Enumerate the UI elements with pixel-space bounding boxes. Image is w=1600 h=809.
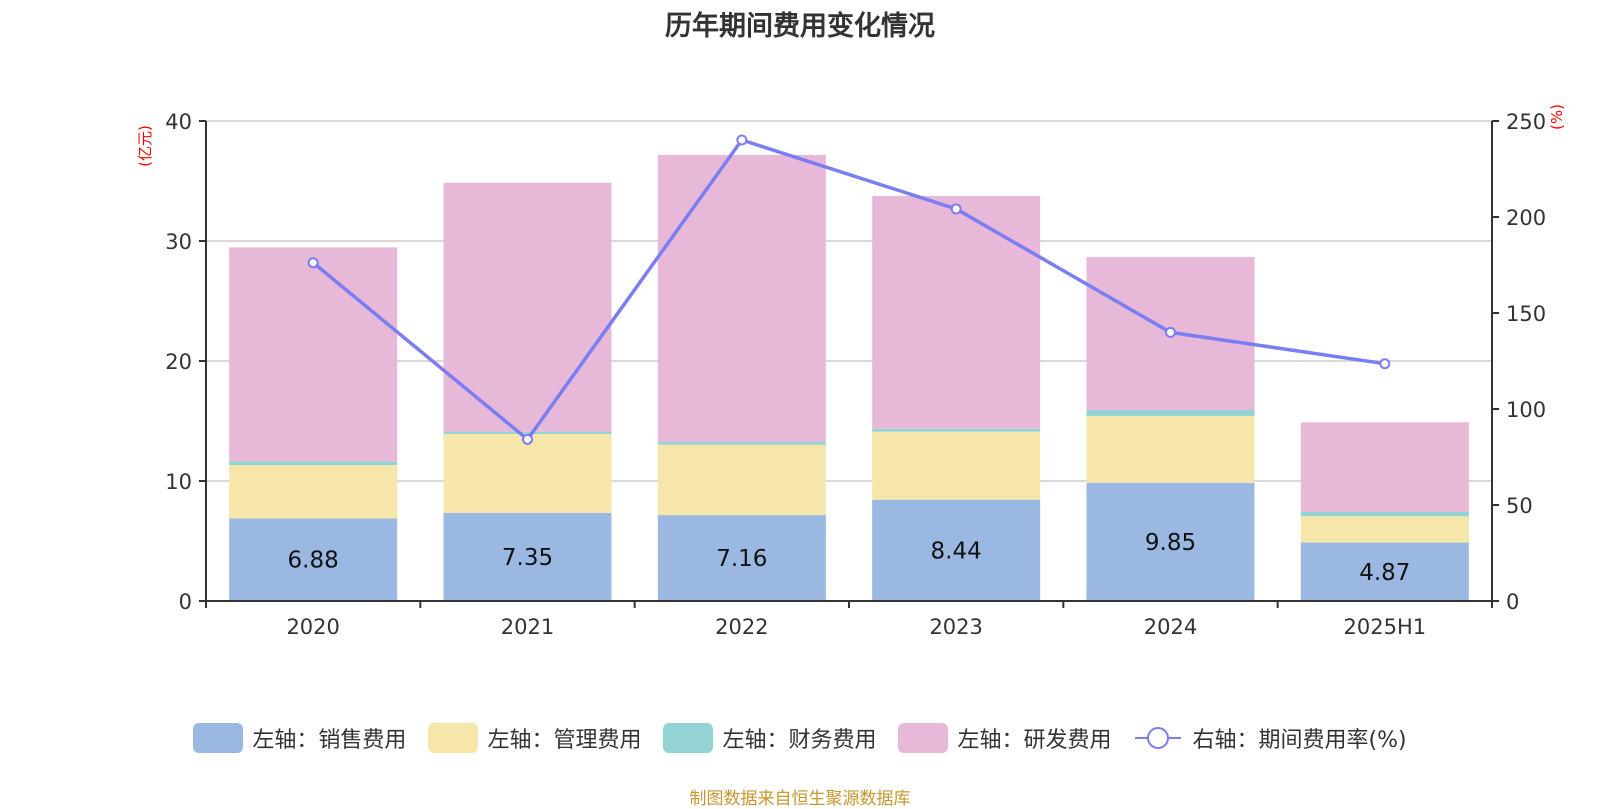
legend-swatch: [898, 723, 949, 753]
right-axis-tick-label: 200: [1506, 206, 1546, 230]
line-series: [307, 134, 1391, 445]
legend-label: 左轴：研发费用: [957, 728, 1112, 753]
left-axis-tick-label: 30: [165, 230, 192, 254]
bar-segment: [229, 465, 398, 519]
x-axis-tick-label: 2024: [1144, 615, 1197, 639]
bar-segment: [1300, 516, 1469, 543]
legend-item[interactable]: 左轴：销售费用: [193, 722, 406, 754]
bar-value-label: 9.85: [1145, 530, 1196, 556]
bar-segment: [1300, 542, 1469, 601]
bar-value-label: 6.88: [288, 548, 339, 574]
rate-line: [312, 138, 1386, 442]
legend-item[interactable]: 左轴：财务费用: [663, 722, 876, 754]
rate-point: [736, 134, 748, 146]
bar-segment: [872, 196, 1041, 429]
bar-segment: [872, 431, 1041, 500]
grid-lines: [206, 120, 1492, 482]
rate-point: [1165, 326, 1176, 338]
bar-value-label: 4.87: [1359, 560, 1410, 586]
legend-label: 左轴：管理费用: [487, 728, 642, 753]
chart-title: 历年期间费用变化情况: [665, 11, 935, 42]
bar-segment: [657, 515, 826, 601]
bar-value-label: 7.16: [716, 546, 767, 572]
legend-swatch: [663, 723, 714, 753]
data-labels: 6.88 7.35 7.16 8.44 9.85 4.87: [288, 530, 1411, 586]
bar-segment: [1086, 482, 1255, 601]
x-axis-tick-label: 2025H1: [1344, 615, 1427, 639]
left-axis-tick-label: 0: [179, 590, 192, 614]
legend-swatch: [428, 723, 479, 753]
bar-segment: [443, 431, 612, 434]
right-axis-tick-label: 100: [1506, 398, 1546, 422]
legend-label: 左轴：财务费用: [722, 728, 877, 753]
bar-segment: [443, 512, 612, 601]
bar-segment: [1300, 422, 1469, 512]
legend-item[interactable]: 左轴：管理费用: [428, 722, 641, 754]
bar-series: [229, 154, 1469, 601]
bar-segment: [443, 182, 612, 432]
left-axis-unit-label: (亿元): [136, 125, 154, 167]
bar-segment: [1086, 409, 1255, 416]
left-axis-tick-label: 40: [165, 110, 192, 134]
bar-value-label: 7.35: [502, 545, 553, 571]
rate-point: [950, 203, 962, 215]
legend-label: 左轴：销售费用: [252, 728, 407, 753]
right-axis-tick-label: 150: [1506, 302, 1546, 326]
legend-line-marker-icon: [1135, 727, 1182, 749]
bar-segment: [657, 441, 826, 445]
bar-segment: [657, 154, 826, 442]
bar-value-label: 8.44: [931, 538, 982, 564]
right-axis-unit-label: (%): [1548, 104, 1566, 130]
x-axis-tick-label: 2020: [286, 615, 339, 639]
right-axis-tick-label: 250: [1506, 110, 1546, 134]
left-axis-tick-label: 20: [165, 350, 192, 374]
bar-segment: [1086, 415, 1255, 483]
bar-segment: [872, 428, 1041, 432]
x-axis-tick-label: 2022: [715, 615, 768, 639]
x-axis-tick-label: 2023: [929, 615, 982, 639]
right-axis-tick-label: 0: [1506, 590, 1519, 614]
axes: 0 10 20 30 40 0 50 100 150 200 250 2020 2021 2022 2023…: [136, 104, 1566, 639]
x-axis-tick-label: 2021: [501, 615, 554, 639]
legend-item[interactable]: 右轴：期间费用率(%): [1133, 722, 1407, 754]
rate-point: [307, 257, 319, 269]
bar-segment: [657, 444, 826, 516]
bar-segment: [443, 433, 612, 513]
rate-point: [522, 433, 533, 445]
bar-segment: [229, 247, 398, 462]
rate-point: [1379, 358, 1391, 370]
legend: 左轴：销售费用 左轴：管理费用 左轴：财务费用 左轴：研发费用 右轴：期间费用率(%): [0, 722, 1600, 754]
right-axis-tick-label: 50: [1506, 494, 1533, 518]
source-footer: 制图数据来自恒生聚源数据库: [689, 789, 911, 809]
bar-segment: [229, 461, 398, 466]
left-axis-tick-label: 10: [165, 470, 192, 494]
bar-segment: [229, 518, 398, 601]
bar-segment: [872, 499, 1041, 601]
bar-segment: [1300, 511, 1469, 517]
legend-item[interactable]: 左轴：研发费用: [898, 722, 1111, 754]
legend-label: 右轴：期间费用率(%): [1192, 728, 1407, 753]
legend-swatch: [193, 723, 244, 753]
